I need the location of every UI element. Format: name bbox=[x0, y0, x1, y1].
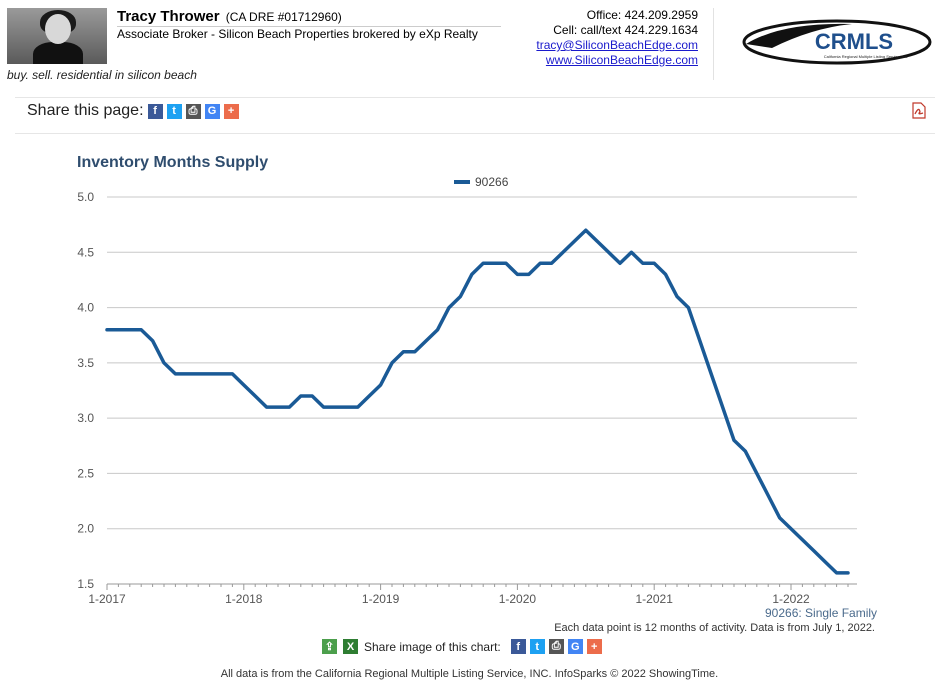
chart-title: Inventory Months Supply bbox=[77, 154, 269, 171]
divider bbox=[15, 133, 935, 134]
footer-text: All data is from the California Regional… bbox=[220, 668, 719, 680]
facebook-icon[interactable]: f bbox=[147, 103, 163, 119]
y-tick-label: 2.5 bbox=[77, 466, 94, 480]
add-icon[interactable]: + bbox=[223, 103, 239, 119]
add-icon[interactable]: + bbox=[586, 639, 602, 654]
x-tick-label: 1-2019 bbox=[362, 592, 400, 606]
excel-icon[interactable]: X bbox=[343, 639, 358, 654]
chart-legend[interactable]: 90266 bbox=[454, 175, 509, 189]
pdf-icon[interactable] bbox=[911, 102, 927, 119]
x-tick-label: 1-2018 bbox=[225, 592, 263, 606]
print-icon[interactable]: ⎙ bbox=[548, 639, 564, 654]
google-icon[interactable]: G bbox=[204, 103, 220, 119]
x-axis: 1-2017 1-2018 1-2019 1-2020 1-2021 1-2022 bbox=[88, 583, 857, 606]
cell-phone: Cell: call/text 424.229.1634 bbox=[553, 23, 698, 37]
google-icon[interactable]: G bbox=[567, 639, 583, 654]
y-tick-label: 3.5 bbox=[77, 356, 94, 370]
twitter-icon[interactable]: t bbox=[166, 103, 182, 119]
agent-tagline: buy. sell. residential in silicon beach bbox=[7, 68, 197, 82]
x-tick-label: 1-2022 bbox=[772, 592, 810, 606]
share-chart-bar: ⇪ X Share image of this chart: f t ⎙ G + bbox=[322, 639, 602, 654]
y-axis-labels: 5.0 4.5 4.0 3.5 3.0 2.5 2.0 1.5 bbox=[77, 190, 94, 591]
logo-text: CRMLS bbox=[815, 29, 893, 54]
y-tick-label: 5.0 bbox=[77, 190, 94, 204]
share-page-bar: Share this page: f t ⎙ G + bbox=[27, 102, 239, 120]
divider bbox=[117, 26, 501, 27]
divider bbox=[15, 97, 935, 98]
chart-note: Each data point is 12 months of activity… bbox=[554, 622, 875, 634]
legend-label: 90266 bbox=[475, 175, 509, 189]
print-icon[interactable]: ⎙ bbox=[185, 103, 201, 119]
divider bbox=[713, 8, 714, 80]
x-tick-label: 1-2020 bbox=[499, 592, 537, 606]
crmls-logo: CRMLS California Regional Multiple Listi… bbox=[742, 19, 932, 65]
email-link[interactable]: tracy@SiliconBeachEdge.com bbox=[536, 38, 698, 52]
agent-role: Associate Broker - Silicon Beach Propert… bbox=[117, 27, 478, 41]
series-line bbox=[105, 228, 850, 575]
x-tick-label: 1-2021 bbox=[636, 592, 674, 606]
y-tick-label: 2.0 bbox=[77, 522, 94, 536]
twitter-icon[interactable]: t bbox=[529, 639, 545, 654]
office-phone: Office: 424.209.2959 bbox=[586, 8, 698, 22]
x-tick-label: 1-2017 bbox=[88, 592, 126, 606]
agent-name: Tracy Thrower (CA DRE #01712960) bbox=[117, 8, 342, 25]
license-number: (CA DRE #01712960) bbox=[225, 10, 342, 24]
share-page-label: Share this page: bbox=[27, 102, 144, 119]
y-tick-label: 1.5 bbox=[77, 577, 94, 591]
chart-grid bbox=[107, 196, 857, 585]
y-tick-label: 4.5 bbox=[77, 245, 94, 259]
website-link[interactable]: www.SiliconBeachEdge.com bbox=[545, 53, 698, 67]
agent-photo bbox=[7, 8, 107, 64]
y-tick-label: 3.0 bbox=[77, 411, 94, 425]
share-icon[interactable]: ⇪ bbox=[322, 639, 337, 654]
share-chart-label: Share image of this chart: bbox=[364, 639, 501, 654]
series-description: 90266: Single Family bbox=[765, 606, 878, 620]
facebook-icon[interactable]: f bbox=[510, 639, 526, 654]
chart-series bbox=[105, 228, 850, 575]
y-tick-label: 4.0 bbox=[77, 301, 94, 315]
agent-name-text: Tracy Thrower bbox=[117, 8, 220, 25]
logo-subtext: California Regional Multiple Listing Ser… bbox=[824, 54, 908, 59]
